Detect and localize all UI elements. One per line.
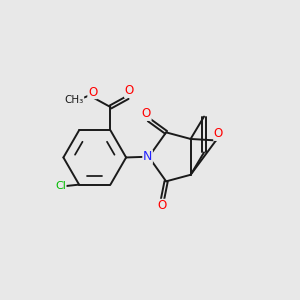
Text: O: O xyxy=(88,85,97,99)
Text: CH₃: CH₃ xyxy=(64,95,84,105)
Text: Cl: Cl xyxy=(55,181,66,191)
Text: O: O xyxy=(157,199,167,212)
Text: O: O xyxy=(142,107,151,120)
Text: O: O xyxy=(214,128,223,140)
Text: N: N xyxy=(143,150,152,164)
Text: O: O xyxy=(124,84,134,98)
